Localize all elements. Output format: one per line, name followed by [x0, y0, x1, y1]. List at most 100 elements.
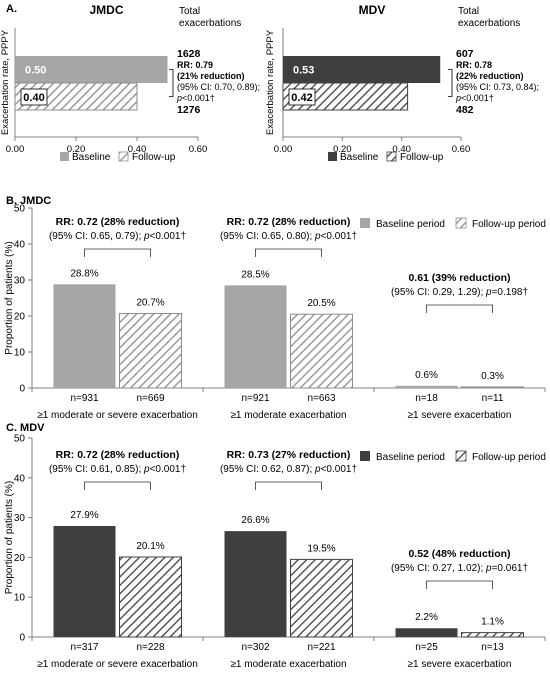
chart-title: JMDC	[89, 3, 123, 17]
x-tick-label: 0.00	[274, 144, 293, 155]
n-label: n=25	[415, 642, 438, 653]
y-tick-label: 0	[19, 633, 25, 644]
rr-p-value: p<0.001†	[176, 93, 215, 103]
bar-value-label: 0.50	[25, 65, 46, 77]
rr-ci-p: (95% CI: 0.27, 1.02); p=0.061†	[391, 563, 528, 574]
rr-value: RR: 0.78	[456, 60, 492, 70]
x-tick-label: 0.20	[333, 144, 352, 155]
y-tick-label: 10	[14, 348, 26, 359]
x-tick-label: 0.20	[67, 144, 86, 155]
y-tick-label: 0	[19, 384, 25, 395]
totals-header: exacerbations	[458, 18, 520, 29]
panel-c-mdv: C. MDV Proportion of patients (%) 0 10 20 30 4…	[4, 422, 546, 670]
n-label: n=302	[241, 642, 270, 653]
rr-bracket	[84, 481, 151, 490]
rr-ci-p: (95% CI: 0.62, 0.87); p<0.001†	[220, 464, 357, 475]
n-label: n=317	[70, 642, 99, 653]
n-label: n=11	[482, 393, 504, 404]
totals-header: Total	[458, 6, 479, 17]
n-label: n=228	[136, 642, 165, 653]
y-tick-label: 50	[14, 204, 26, 215]
bar-followup-period	[290, 313, 353, 389]
category-label: ≥1 severe exacerbation	[408, 659, 512, 670]
chart-title: MDV	[359, 3, 386, 17]
bar-followup-period	[119, 556, 182, 638]
x-tick-label: 0.60	[189, 144, 208, 155]
rr-value: RR: 0.72 (28% reduction)	[56, 216, 180, 228]
category-label: ≥1 moderate or severe exacerbation	[37, 410, 198, 421]
legend-label: Baseline period	[376, 452, 445, 463]
bar-value-label: 19.5%	[307, 543, 335, 554]
bar-value-label: 1.1%	[481, 617, 504, 628]
legend-swatch-followup	[118, 151, 129, 162]
legend-label: Follow-up	[400, 152, 444, 163]
bar-value-label: 20.5%	[307, 298, 335, 309]
y-tick-label: 40	[14, 473, 26, 484]
legend-swatch-followup	[455, 450, 467, 462]
rr-reduction: (21% reduction)	[177, 71, 245, 81]
totals-header: Total	[179, 6, 200, 17]
rr-bracket	[426, 304, 493, 313]
bar-baseline-period	[53, 525, 116, 637]
legend-label: Baseline	[340, 152, 379, 163]
x-tick-label: 0.40	[128, 144, 147, 155]
bar-baseline-period	[395, 385, 458, 388]
bar-baseline-period	[395, 628, 458, 637]
bar-value-label: 0.53	[293, 65, 314, 77]
x-tick-label: 0.00	[6, 144, 25, 155]
bar-value-label: 0.40	[23, 92, 44, 104]
bar-value-label: 20.7%	[136, 297, 164, 308]
rr-value: 0.61 (39% reduction)	[408, 272, 510, 284]
bar-label-box	[20, 88, 48, 106]
x-tick-label: 0.40	[392, 144, 411, 155]
bar-baseline-period	[224, 531, 287, 637]
rr-bracket	[169, 69, 174, 97]
y-tick-label: 50	[14, 434, 26, 445]
y-tick-label: 30	[14, 276, 26, 287]
legend-label: Follow-up period	[472, 219, 546, 230]
bar-baseline	[15, 56, 168, 83]
bar-value-label: 27.9%	[70, 510, 98, 521]
y-axis-label: Exacerbation rate, PPPY	[0, 29, 11, 135]
panel-a-jmdc: A. JMDC Exacerbation rate, PPPY 0.00 0.20 0.4…	[0, 3, 260, 163]
bar-value-label: 2.2%	[415, 612, 438, 623]
legend-swatch-followup	[455, 217, 467, 229]
bar-value-label: 28.5%	[241, 269, 269, 280]
y-tick-label: 20	[14, 312, 26, 323]
bar-followup-period	[119, 312, 182, 389]
panel-title: C. MDV	[6, 422, 45, 434]
rr-reduction: (22% reduction)	[456, 71, 524, 81]
panel-title: B. JMDC	[6, 195, 51, 207]
rr-bracket	[255, 248, 322, 257]
bar-followup-period	[461, 632, 524, 638]
y-axis-label: Exacerbation rate, PPPY	[265, 29, 276, 135]
legend-label: Baseline	[72, 152, 111, 163]
total-value: 482	[456, 104, 474, 116]
y-axis-label: Proportion of patients (%)	[4, 241, 15, 354]
panel-label: A.	[6, 3, 17, 15]
y-axis-label: Proportion of patients (%)	[4, 481, 15, 594]
rr-value: 0.52 (48% reduction)	[408, 548, 510, 560]
n-label: n=663	[307, 393, 336, 404]
rr-ci: (95% CI: 0.70, 0.89);	[177, 82, 260, 92]
n-label: n=931	[70, 393, 99, 404]
bar-baseline	[283, 56, 441, 83]
rr-bracket	[84, 248, 151, 257]
legend-label: Follow-up	[132, 152, 176, 163]
rr-ci: (95% CI: 0.73, 0.84);	[456, 82, 539, 92]
n-label: n=18	[415, 393, 438, 404]
category-label: ≥1 moderate or severe exacerbation	[37, 659, 198, 670]
n-label: n=669	[136, 393, 165, 404]
bar-value-label: 0.3%	[481, 371, 504, 382]
total-value: 1628	[177, 48, 201, 60]
bar-value-label: 0.42	[291, 92, 312, 104]
panel-b-jmdc: B. JMDC Proportion of patients (%) 0 10 20 30…	[4, 195, 546, 421]
total-value: 1276	[177, 104, 201, 116]
panel-a-mdv: MDV Exacerbation rate, PPPY 0.00 0.20 0.40 0.…	[265, 3, 539, 163]
rr-ci-p: (95% CI: 0.65, 0.79); p<0.001†	[49, 231, 186, 242]
totals-header: exacerbations	[179, 18, 241, 29]
y-tick-label: 20	[14, 553, 26, 564]
rr-ci-p: (95% CI: 0.61, 0.85); p<0.001†	[49, 464, 186, 475]
bar-value-label: 28.8%	[70, 268, 98, 279]
